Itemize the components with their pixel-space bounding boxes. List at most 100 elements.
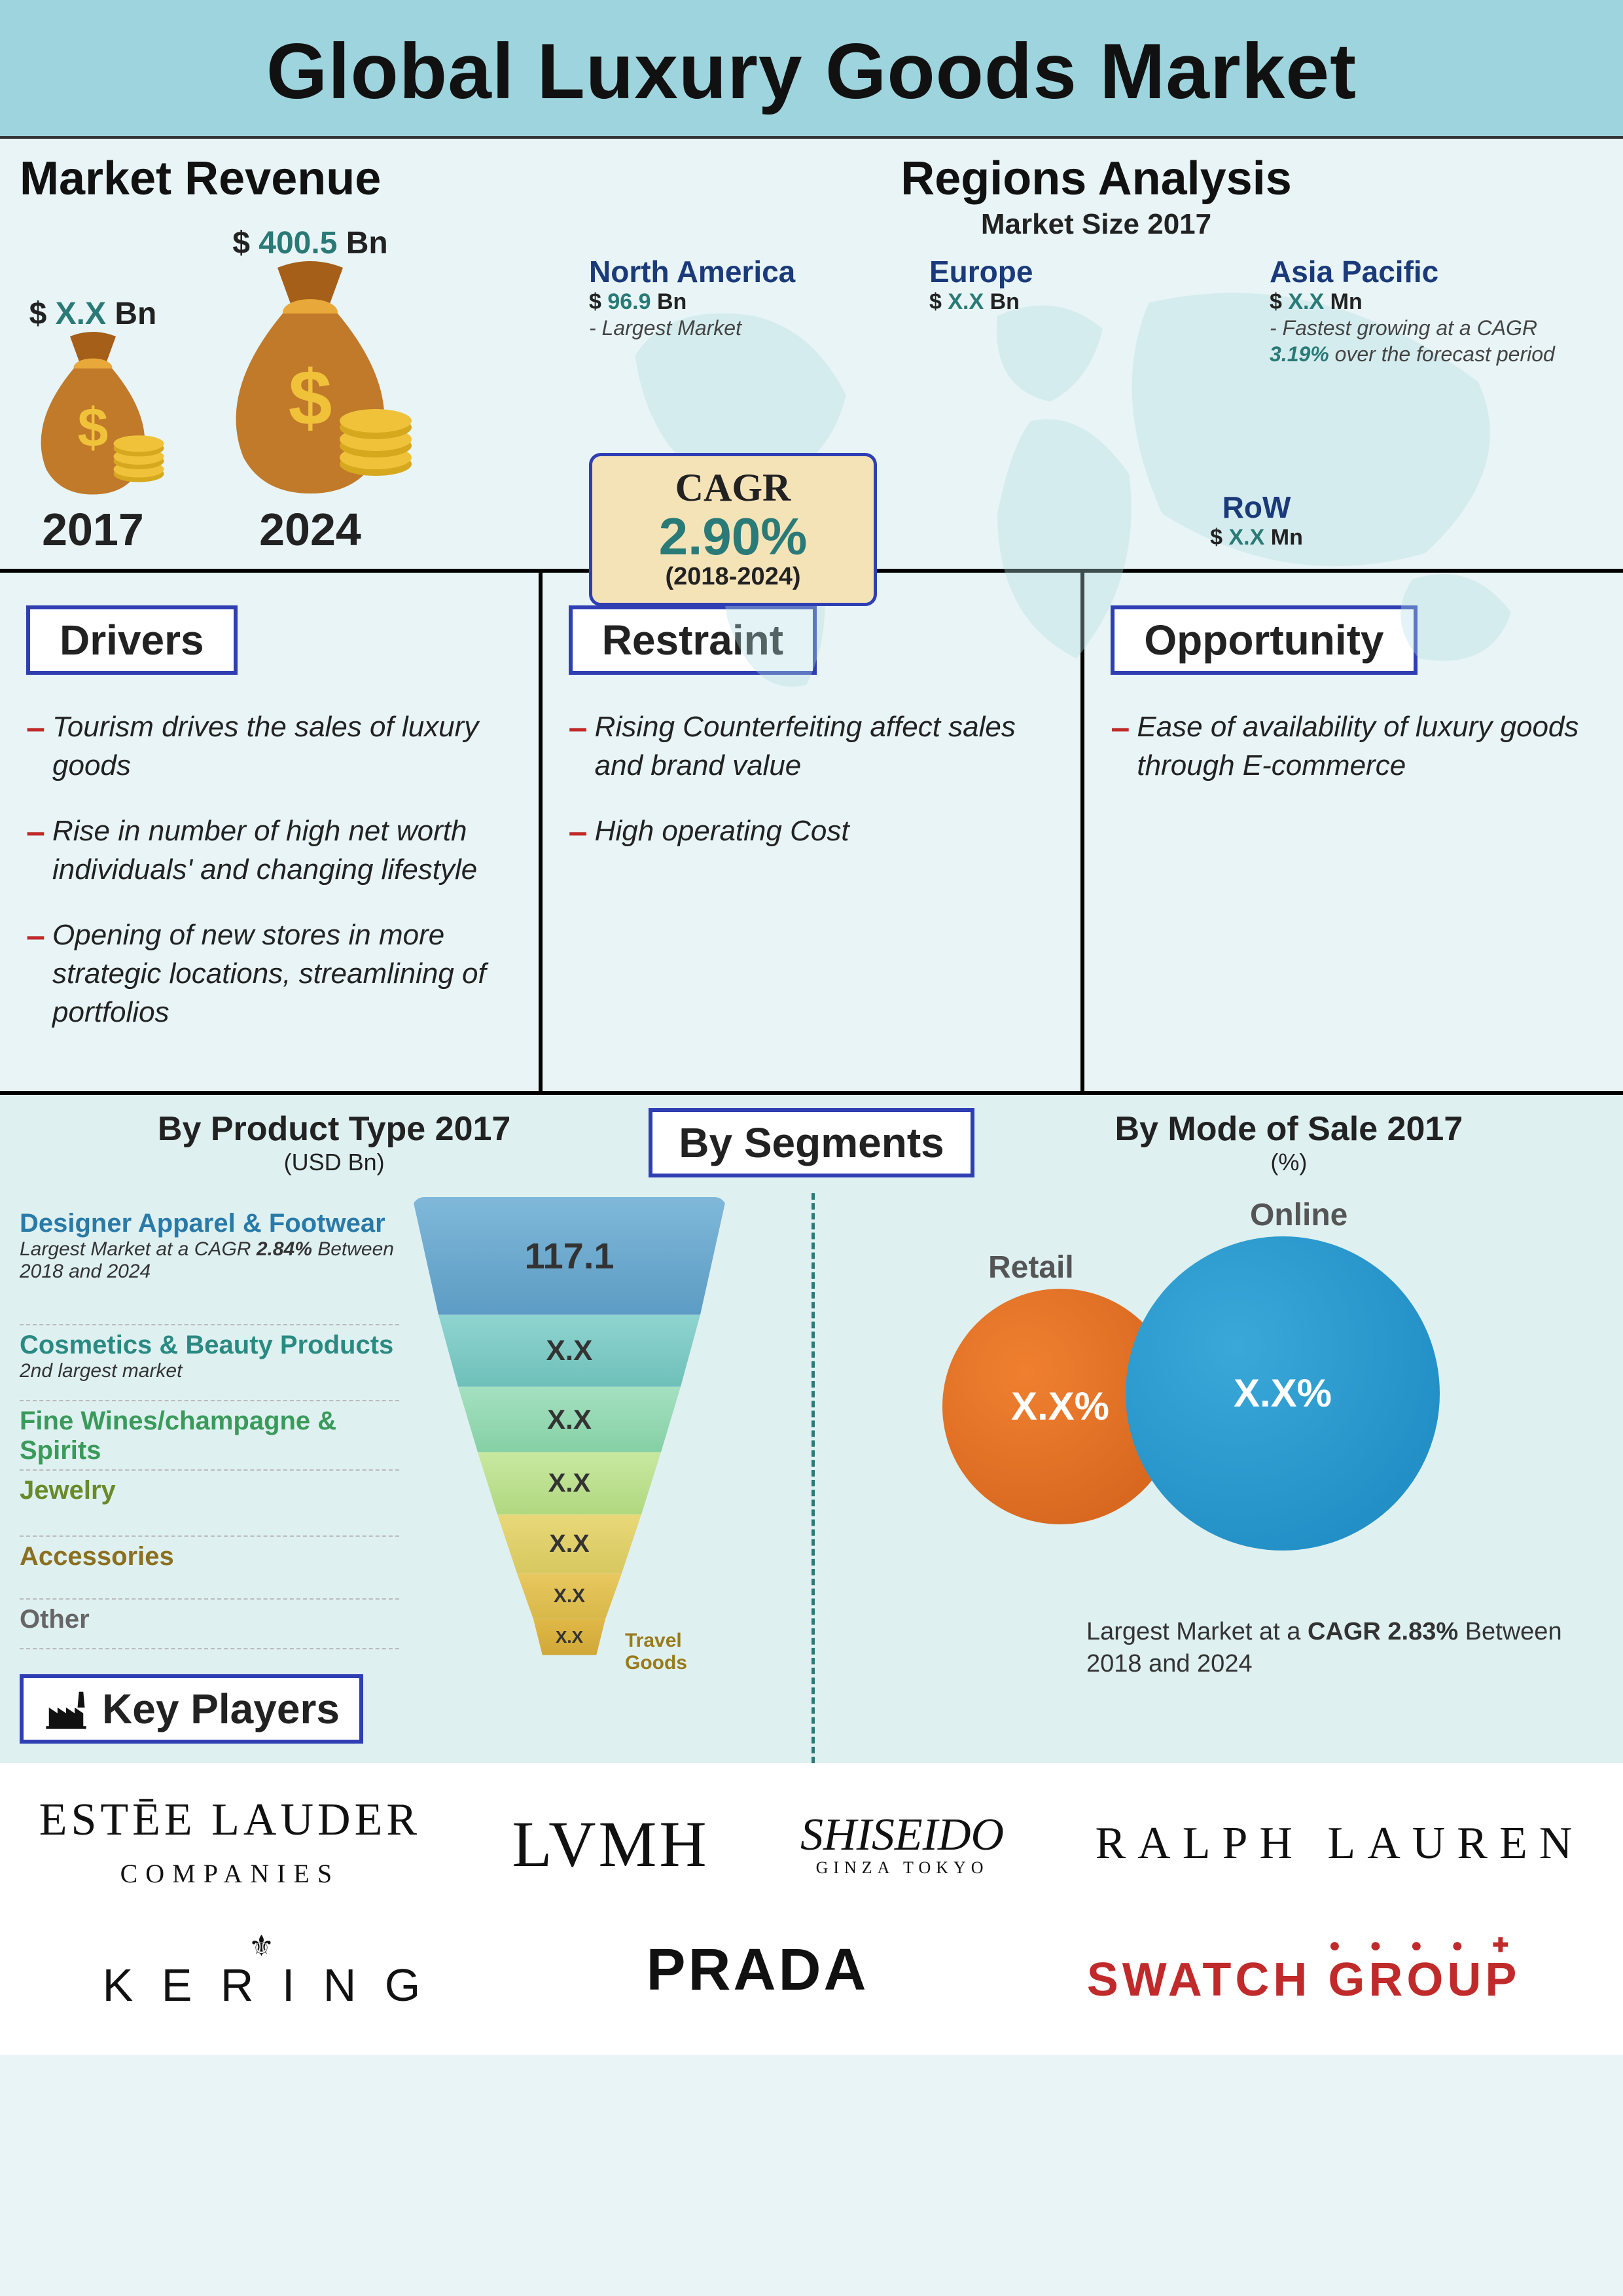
region-stats: North America $ 96.9 Bn - Largest Market… [589,254,1603,367]
funnel-label-item: Accessories [20,1537,399,1600]
dro-item: Ease of availability of luxury goods thr… [1111,708,1597,785]
bag-value: $ 400.5 Bn [205,225,415,261]
dro-item: Opening of new stores in more strategic … [26,916,512,1032]
retail-label: Retail [988,1249,1074,1285]
regions-analysis: Regions Analysis Market Size 2017 CAGR 2… [569,139,1623,569]
mode-sub: (%) [974,1149,1603,1176]
bag-value: $ X.X Bn [20,296,166,332]
funnel-label-item: Designer Apparel & Footwear Largest Mark… [20,1204,399,1325]
funnel-label: Fine Wines/champagne & Spirits [20,1407,399,1465]
region-item: North America $ 96.9 Bn - Largest Market [589,254,903,367]
region-name: Asia Pacific [1270,254,1584,289]
bag-year: 2024 [205,503,415,556]
revenue-bag: $ 400.5 Bn $ 2024 [205,225,415,556]
region-item: RoW $ X.X Mn [1158,490,1355,550]
brand-prada: PRADA [646,1939,868,2001]
funnel-label: Accessories [20,1542,399,1571]
product-type-heading: By Product Type 2017 (USD Bn) [20,1109,649,1176]
regions-heading: Regions Analysis [589,152,1603,206]
swatch-text: SWATCH GROUP [1087,1954,1521,2006]
svg-text:$: $ [289,354,332,442]
brand-shiseido: SHISEIDO GINZA TOKYO [800,1811,1004,1877]
dro-item: Rising Counterfeiting affect sales and b… [569,708,1055,785]
factory-icon [43,1686,89,1732]
dro-item: High operating Cost [569,812,1055,850]
mode-heading: By Mode of Sale 2017 (%) [974,1109,1603,1176]
region-value: $ 96.9 Bn [589,289,903,315]
revenue-heading: Market Revenue [20,152,550,206]
segments-body: Designer Apparel & Footwear Largest Mark… [20,1197,1603,1681]
funnel-label-item: Other [20,1600,399,1649]
funnel-label: Designer Apparel & Footwear [20,1209,399,1238]
funnel-segment: X.X [458,1387,681,1452]
region-value: $ X.X Mn [1158,525,1355,550]
key-players-title: Key Players [102,1685,340,1733]
funnel-chart: 117.1X.XX.XX.XX.XX.XX.XTravel Goods [399,1197,740,1681]
drivers-title: Drivers [26,605,238,675]
funnel-area: Designer Apparel & Footwear Largest Mark… [20,1197,812,1681]
funnel-side-label: Travel Goods [625,1630,740,1674]
money-bag-icon: $ [20,332,166,497]
page-title: Global Luxury Goods Market [0,26,1623,117]
funnel-label-item: Jewelry [20,1471,399,1537]
money-bag-icon: $ [205,261,415,497]
shiseido-text: SHISEIDO [800,1810,1004,1860]
dro-item: Tourism drives the sales of luxury goods [26,708,512,785]
mode-area-wrap: Retail Online X.X% X.X% Largest Market a… [812,1197,1603,1681]
funnel-segment: X.X [478,1452,661,1515]
funnel-note: 2nd largest market [20,1360,399,1382]
mode-circles: Retail Online X.X% X.X% [864,1197,1603,1603]
funnel-label: Other [20,1605,399,1634]
funnel-note: Largest Market at a CAGR 2.84% Between 2… [20,1238,399,1283]
retail-value: X.X% [1011,1384,1109,1429]
cagr-range: (2018-2024) [599,563,867,591]
brand-estee-lauder: ESTĒE LAUDER COMPANIES [39,1796,421,1892]
region-note: - Fastest growing at a CAGR 3.19% over t… [1270,315,1584,367]
title-band: Global Luxury Goods Market [0,0,1623,139]
mode-note: Largest Market at a CAGR 2.83% Between 2… [1086,1616,1603,1681]
bag-year: 2017 [20,503,166,556]
segments-section: By Product Type 2017 (USD Bn) By Segment… [0,1095,1623,1763]
region-name: RoW [1158,490,1355,525]
product-type-h: By Product Type 2017 [158,1110,510,1148]
estee-text: ESTĒE LAUDER [39,1795,421,1845]
product-type-sub: (USD Bn) [20,1149,649,1176]
cagr-label: CAGR [599,465,867,511]
estee-sub: COMPANIES [120,1859,340,1888]
regions-sub: Market Size 2017 [589,208,1603,241]
brand-kering: ⚜ K E R I N G [103,1931,429,2010]
kering-text: K E R I N G [103,1960,429,2011]
key-players-box: Key Players [20,1674,363,1744]
funnel-label-item: Cosmetics & Beauty Products 2nd largest … [20,1325,399,1401]
region-name: North America [589,254,903,289]
funnel-segment: X.X [497,1515,641,1573]
online-circle: X.X% [1126,1236,1440,1551]
shiseido-sub: GINZA TOKYO [800,1859,1004,1876]
segments-header: By Product Type 2017 (USD Bn) By Segment… [20,1108,1603,1177]
dro-item: Rise in number of high net worth individ… [26,812,512,889]
revenue-bag: $ X.X Bn $ 2017 [20,296,166,556]
online-value: X.X% [1234,1371,1332,1416]
region-note: - Largest Market [589,315,903,341]
brand-lvmh: LVMH [512,1810,709,1878]
funnel-segment: X.X [438,1315,700,1387]
drivers-list: Tourism drives the sales of luxury goods… [26,708,512,1032]
revenue-bags: $ X.X Bn $ 2017 $ 400.5 Bn $ 2024 [20,225,550,556]
funnel-segment: 117.1 [412,1197,726,1315]
funnel-segment: X.X [533,1619,605,1655]
region-name: Europe [929,254,1243,289]
mode-h: By Mode of Sale 2017 [1115,1110,1463,1148]
drivers-col: Drivers Tourism drives the sales of luxu… [0,573,543,1091]
funnel-label: Jewelry [20,1476,399,1505]
region-item: Europe $ X.X Bn [929,254,1243,367]
brand-ralph-lauren: RALPH LAUREN [1095,1820,1584,1868]
cagr-box: CAGR 2.90% (2018-2024) [589,453,877,606]
key-players-logos: ESTĒE LAUDER COMPANIES LVMH SHISEIDO GIN… [0,1763,1623,2056]
funnel-label-item: Fine Wines/champagne & Spirits [20,1401,399,1471]
online-label: Online [1250,1197,1347,1233]
restraint-list: Rising Counterfeiting affect sales and b… [569,708,1055,850]
funnel-label: Cosmetics & Beauty Products [20,1331,399,1360]
brand-swatch-group: ● ● ● ● ✚ SWATCH GROUP [1087,1935,1521,2005]
funnel-labels: Designer Apparel & Footwear Largest Mark… [20,1197,399,1681]
segments-title: By Segments [649,1108,974,1177]
